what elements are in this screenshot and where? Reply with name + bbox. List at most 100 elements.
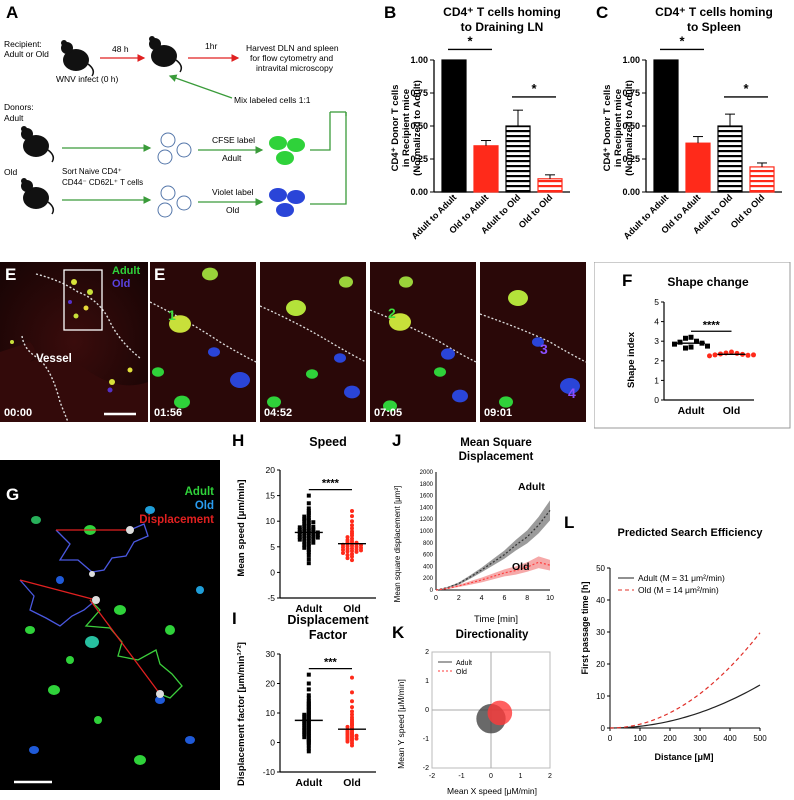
y-tick-label: 30: [596, 628, 605, 637]
legend-label: Old (M = 14 μm²/min): [638, 585, 719, 595]
data-point: [350, 709, 354, 714]
violet-group: Old: [226, 205, 240, 215]
data-point: [306, 493, 311, 498]
data-point: [302, 531, 307, 536]
timestamp: 01:56: [154, 407, 182, 419]
data-point: [350, 533, 354, 538]
x-tick-label: 200: [663, 734, 677, 743]
data-point: [306, 541, 311, 546]
panel-label-k: K: [392, 623, 405, 642]
panel-i-scatter: I Displacement Factor Displacement facto…: [232, 609, 376, 789]
chart-title-line-1: Mean Square: [460, 437, 532, 449]
x-tick-label: 0: [489, 773, 493, 780]
x-tick-label: 0: [608, 734, 613, 743]
y-tick-label: 5: [654, 297, 659, 307]
panel-h-scatter: H Speed Mean speed [μm/min] -5 0 5 10 15 20 Ad…: [232, 431, 376, 615]
data-point: [306, 547, 311, 552]
panel-f-scatter: F Shape change Shape index 0 1 2 3 4 5 Adult Ol…: [594, 262, 791, 429]
y-tick-label: -2: [423, 765, 429, 772]
x-tick-label: 1: [519, 773, 523, 780]
wnv-infect-text: WNV infect (0 h): [56, 74, 119, 84]
timestamp: 04:52: [264, 407, 292, 419]
significance-label: ****: [703, 319, 721, 331]
y-tick-label: 0.50: [410, 121, 428, 131]
y-tick-label: 1.00: [622, 55, 640, 65]
data-point: [315, 533, 320, 538]
legend-adult: Adult: [185, 486, 215, 498]
data-point: [306, 696, 311, 701]
y-axis-label: First passage time [h]: [580, 581, 590, 674]
y-axis-label-line-1: CD4⁺ Donor T cells: [602, 85, 613, 172]
data-point: [297, 537, 302, 542]
y-axis-label: Mean speed [μm/min]: [236, 479, 247, 576]
donor-adult-label: Adult: [4, 113, 24, 123]
data-point: [297, 532, 302, 537]
vessel-boundary: [369, 309, 477, 363]
data-point: [306, 521, 311, 526]
sort-line-1: Sort Naive CD4⁺: [62, 167, 122, 176]
x-tick-label: 10: [546, 595, 554, 602]
donor-old-label: Old: [4, 167, 18, 177]
data-point: [350, 699, 354, 704]
cell: [452, 389, 468, 403]
y-tick-label: 3: [654, 336, 659, 346]
x-tick-label: Old to Old: [517, 192, 555, 230]
cell: [202, 267, 218, 281]
cell: [499, 396, 513, 408]
chart-title: Predicted Search Efficiency: [618, 527, 764, 539]
y-tick-label: 1000: [420, 529, 434, 535]
timelapse-frames: 01:56 04:52 07:05 09:01 E 1 2 3 4: [150, 262, 586, 422]
data-point: [315, 535, 320, 540]
cell: [334, 353, 346, 363]
data-point: [311, 532, 316, 536]
data-point: [297, 525, 302, 530]
legend-old: Old: [112, 278, 130, 290]
time-1hr: 1hr: [205, 41, 217, 51]
x-tick-label: 100: [633, 734, 647, 743]
y-axis-label-line-3: (Normalized to Adult): [624, 80, 635, 176]
data-point: [306, 526, 311, 531]
data-point: [345, 552, 350, 557]
bar: [473, 145, 499, 193]
data-point: [306, 528, 311, 533]
mouse-icon: [149, 36, 183, 73]
x-tick-label: Adult: [295, 603, 322, 615]
x-tick-label: 500: [753, 734, 767, 743]
data-point: [350, 523, 354, 528]
cell: [267, 396, 281, 408]
y-tick-label: 10: [596, 692, 605, 701]
data-point: [306, 561, 311, 566]
x-tick-label: -1: [458, 773, 464, 780]
panel-label-j: J: [392, 431, 401, 450]
data-point: [311, 540, 316, 545]
chart-title-line-2: to Draining LN: [461, 20, 544, 34]
cell-marker: 1: [168, 307, 176, 323]
significance-label: *: [467, 33, 473, 48]
data-point: [350, 558, 354, 563]
y-tick-label: 1600: [420, 494, 434, 500]
chart-title-line-1: CD4⁺ T cells homing: [655, 5, 773, 19]
data-point: [306, 533, 311, 538]
data-point: [354, 736, 359, 741]
data-point: [677, 339, 683, 345]
data-point: [302, 517, 307, 522]
x-tick-label: Old: [723, 405, 741, 417]
timestamp: 07:05: [374, 407, 402, 419]
y-tick-label: 0: [430, 588, 434, 594]
panel-label-e: E: [154, 265, 165, 284]
bar: [653, 59, 679, 193]
data-point: [345, 535, 350, 540]
significance-label: *: [743, 81, 749, 96]
data-point: [345, 556, 350, 561]
data-point: [712, 352, 718, 358]
data-point: [734, 350, 740, 356]
chart-title-line-1: Displacement: [287, 613, 369, 627]
y-tick-label: 0: [601, 724, 606, 733]
panel-g-tracks: G Adult Old Displacement: [0, 460, 220, 790]
y-tick-label: 20: [266, 679, 276, 689]
series-line: [609, 632, 761, 729]
data-point: [350, 508, 354, 513]
data-point: [688, 344, 694, 350]
timestamp: 00:00: [4, 407, 32, 419]
cell: [339, 276, 353, 288]
